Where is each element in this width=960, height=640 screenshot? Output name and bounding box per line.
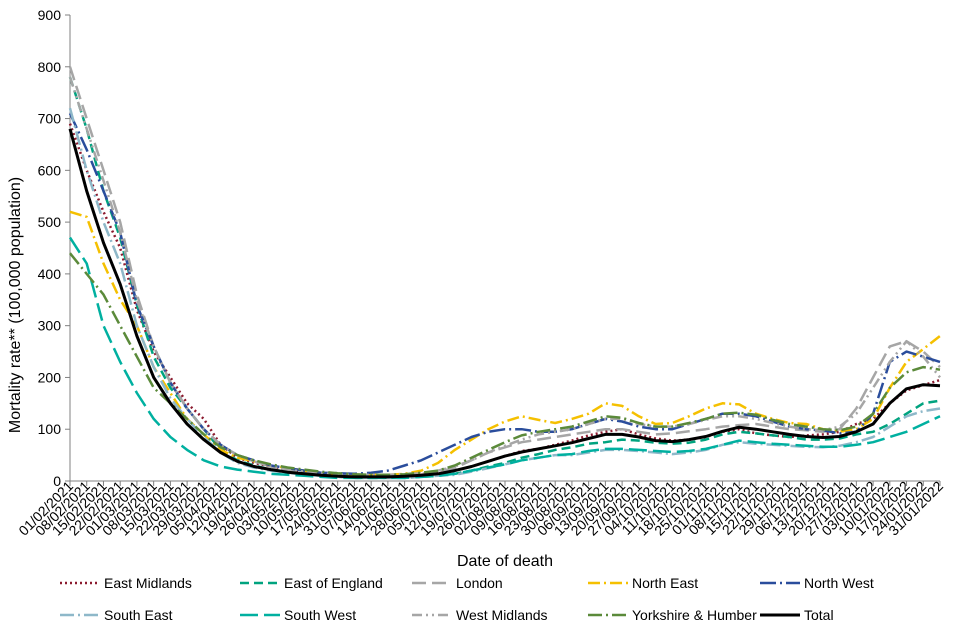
y-tick-label: 200 <box>38 369 62 385</box>
legend-item: East Midlands <box>60 575 192 591</box>
legend-label: South West <box>284 607 356 623</box>
x-axis-ticks: 01/02/202108/02/202115/02/202122/02/2021… <box>15 478 946 539</box>
series-line-east-midlands <box>68 123 941 478</box>
legend-label: North West <box>804 575 874 591</box>
series-lines <box>68 66 941 480</box>
y-axis-title: Mortality rate** (100,000 population) <box>7 177 24 433</box>
series-line-london <box>68 66 941 478</box>
legend-item: West Midlands <box>412 607 548 623</box>
legend-label: Total <box>804 607 834 623</box>
y-tick-label: 400 <box>38 266 62 282</box>
x-axis-title: Date of death <box>457 553 553 570</box>
y-tick-label: 600 <box>38 162 62 178</box>
series-line-south-east <box>68 107 941 480</box>
legend-label: East of England <box>284 575 383 591</box>
legend-item: North East <box>588 575 698 591</box>
y-tick-label: 700 <box>38 111 62 127</box>
series-line-south-west <box>68 236 941 480</box>
legend-label: East Midlands <box>104 575 192 591</box>
y-tick-label: 100 <box>38 421 62 437</box>
y-tick-label: 300 <box>38 318 62 334</box>
series-line-total <box>68 128 941 479</box>
legend-label: Yorkshire & Humber <box>632 607 757 623</box>
series-line-yorkshire-humber <box>69 252 941 477</box>
series-line-east-of-england <box>68 76 941 480</box>
legend-item: Yorkshire & Humber <box>588 607 757 623</box>
legend-item: London <box>412 575 503 591</box>
y-tick-label: 0 <box>53 473 61 489</box>
y-tick-label: 500 <box>38 214 62 230</box>
legend-label: West Midlands <box>456 607 548 623</box>
y-tick-label: 900 <box>38 7 62 23</box>
legend: East Midlands East of England London North … <box>60 575 874 623</box>
series-line-north-west <box>68 112 941 476</box>
legend-item: North West <box>760 575 874 591</box>
y-tick-label: 800 <box>38 59 62 75</box>
legend-item: Total <box>760 607 834 623</box>
series-line-west-midlands <box>68 76 941 477</box>
legend-item: South West <box>240 607 356 623</box>
legend-label: North East <box>632 575 698 591</box>
legend-item: East of England <box>240 575 383 591</box>
y-axis-ticks: 0 100 200 300 400 500 600 700 800 900 <box>38 7 70 489</box>
legend-label: London <box>456 575 503 591</box>
legend-item: South East <box>60 607 173 623</box>
plot-area <box>69 15 940 482</box>
legend-label: South East <box>104 607 173 623</box>
